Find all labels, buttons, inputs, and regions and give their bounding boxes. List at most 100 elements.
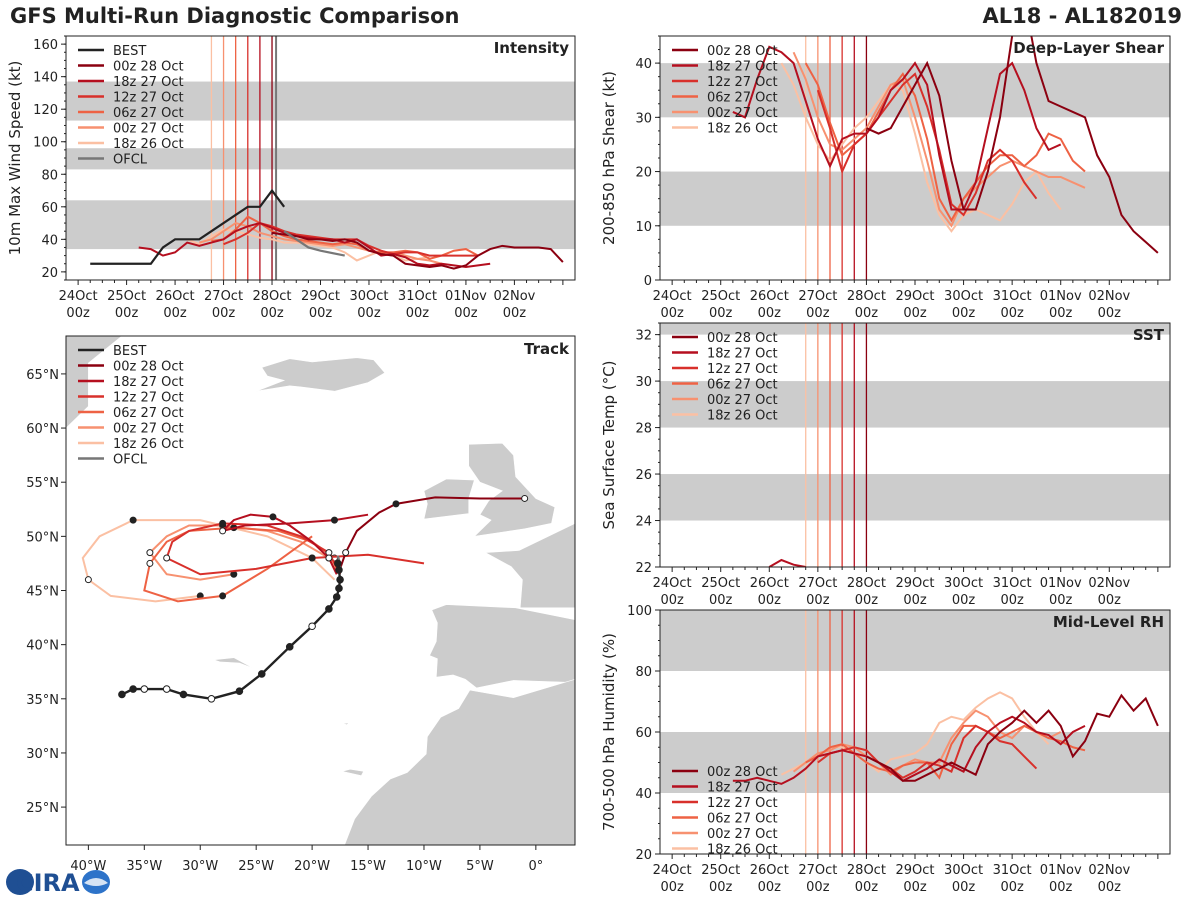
intensity-legend-label: 06z 27 Oct bbox=[113, 106, 184, 121]
intensity-band bbox=[66, 148, 575, 170]
shear-series-group bbox=[732, 36, 1159, 254]
track-model-point bbox=[219, 519, 227, 527]
shear-xtick-label: 31Oct bbox=[993, 289, 1032, 304]
shear-xtick-sublabel: 00z bbox=[806, 306, 830, 321]
rh-xtick-label: 01Nov bbox=[1040, 863, 1082, 878]
rh-xtick-sublabel: 00z bbox=[758, 880, 782, 895]
rh-legend-label: 06z 27 Oct bbox=[707, 812, 778, 827]
intensity-xtick-label: 30Oct bbox=[349, 289, 388, 304]
shear-xtick-label: 27Oct bbox=[798, 289, 837, 304]
rh-ytick-label: 60 bbox=[635, 726, 652, 741]
sst-xtick-sublabel: 00z bbox=[660, 593, 684, 608]
shear-xtick-sublabel: 00z bbox=[758, 306, 782, 321]
track-model-point bbox=[269, 513, 277, 521]
track-model-point bbox=[84, 576, 92, 584]
rh-xtick-sublabel: 00z bbox=[1049, 880, 1073, 895]
rh-xtick-sublabel: 00z bbox=[903, 880, 927, 895]
shear-series-line bbox=[732, 45, 1062, 211]
track-best-point bbox=[162, 685, 171, 693]
track-legend-label: 12z 27 Oct bbox=[113, 391, 184, 406]
intensity-best-line bbox=[90, 188, 286, 265]
shear-ytick-label: 30 bbox=[635, 111, 652, 126]
intensity-xtick-sublabel: 00z bbox=[115, 306, 139, 321]
rh-title: Mid-Level RH bbox=[1053, 613, 1164, 631]
rh-xtick-sublabel: 00z bbox=[1000, 880, 1024, 895]
track-model-line bbox=[339, 496, 525, 570]
intensity-xtick-sublabel: 00z bbox=[357, 306, 381, 321]
sst-xtick-sublabel: 00z bbox=[1049, 593, 1073, 608]
shear-xtick-label: 25Oct bbox=[701, 289, 740, 304]
track-model-line bbox=[81, 519, 336, 603]
intensity-xtick-label: 02Nov bbox=[493, 289, 535, 304]
rh-xtick-label: 29Oct bbox=[895, 863, 934, 878]
sst-legend-label: 12z 27 Oct bbox=[707, 362, 778, 377]
sst-xtick-sublabel: 00z bbox=[952, 593, 976, 608]
track-xtick-label: 15°W bbox=[350, 859, 386, 874]
rh-xtick-sublabel: 00z bbox=[952, 880, 976, 895]
azores-landmass bbox=[213, 657, 255, 669]
sst-ytick-label: 30 bbox=[635, 375, 652, 390]
shear-xtick-sublabel: 00z bbox=[709, 306, 733, 321]
track-best-point bbox=[334, 559, 342, 568]
track-xtick-label: 5°W bbox=[466, 859, 494, 874]
rh-xtick-sublabel: 00z bbox=[855, 880, 879, 895]
sst-legend-label: 06z 27 Oct bbox=[707, 378, 778, 393]
intensity-legend-label: OFCL bbox=[113, 153, 148, 168]
rh-legend-label: 18z 26 Oct bbox=[707, 843, 778, 858]
shear-legend-label: 00z 27 Oct bbox=[707, 106, 778, 121]
rh-series-line bbox=[865, 693, 1159, 782]
intensity-band bbox=[66, 200, 575, 250]
shear-ytick-label: 20 bbox=[635, 166, 652, 181]
track-best-point bbox=[235, 687, 244, 696]
intensity-series-line bbox=[271, 231, 564, 270]
track-model-point bbox=[342, 549, 350, 557]
intensity-ytick-label: 100 bbox=[33, 136, 58, 151]
track-ytick-label: 60°N bbox=[26, 422, 59, 437]
rh-ytick-label: 80 bbox=[635, 665, 652, 680]
track-model-point bbox=[325, 554, 333, 562]
track-best-point bbox=[179, 690, 188, 699]
track-model-point bbox=[392, 500, 400, 508]
track-ytick-label: 25°N bbox=[26, 801, 59, 816]
track-best-point bbox=[332, 593, 341, 601]
sst-legend-label: 18z 27 Oct bbox=[707, 347, 778, 362]
shear-series-line bbox=[792, 51, 1086, 228]
track-ytick-label: 65°N bbox=[26, 368, 59, 383]
rh-series-group bbox=[732, 691, 1159, 785]
sst-xtick-sublabel: 00z bbox=[758, 593, 782, 608]
track-ytick-label: 35°N bbox=[26, 693, 59, 708]
track-ytick-label: 55°N bbox=[26, 476, 59, 491]
shear-series-line bbox=[804, 62, 1086, 223]
greenland-landmass bbox=[66, 336, 123, 429]
track-xtick-label: 25°W bbox=[238, 859, 274, 874]
track-best-point bbox=[118, 690, 126, 699]
shear-xtick-label: 26Oct bbox=[750, 289, 789, 304]
track-best-point bbox=[308, 622, 316, 631]
rh-xtick-sublabel: 00z bbox=[660, 880, 684, 895]
track-legend-label: 18z 26 Oct bbox=[113, 437, 184, 452]
sst-xtick-label: 25Oct bbox=[701, 576, 740, 591]
rh-panel: 20 40 60 80 100 24Oct 00z 25Oct 00z 26Oct 00z 27Oct… bbox=[600, 604, 1171, 895]
intensity-xtick-label: 27Oct bbox=[204, 289, 243, 304]
intensity-legend-label: 18z 27 Oct bbox=[113, 75, 184, 90]
shear-panel: 0 10 20 30 40 24Oct 00z 25Oct 00z 26Oct 00z 27Oct 00… bbox=[600, 35, 1171, 321]
rh-legend-label: 00z 28 Oct bbox=[707, 765, 778, 780]
rh-xtick-label: 24Oct bbox=[653, 863, 692, 878]
sst-band bbox=[660, 474, 1170, 521]
rh-ytick-label: 40 bbox=[635, 787, 652, 802]
intensity-legend-label: BEST bbox=[113, 44, 146, 59]
sst-band bbox=[660, 381, 1170, 428]
rh-xtick-label: 28Oct bbox=[847, 863, 886, 878]
intensity-legend-label: 18z 26 Oct bbox=[113, 137, 184, 152]
sst-ylabel: Sea Surface Temp (°C) bbox=[600, 360, 618, 529]
track-legend-label: 06z 27 Oct bbox=[113, 406, 184, 421]
track-legend-label: 00z 27 Oct bbox=[113, 422, 184, 437]
intensity-ytick-label: 160 bbox=[33, 38, 58, 53]
sst-xtick-label: 01Nov bbox=[1040, 576, 1082, 591]
intensity-xtick-sublabel: 00z bbox=[454, 306, 478, 321]
sst-ytick-label: 26 bbox=[635, 468, 652, 483]
shear-title: Deep-Layer Shear bbox=[1013, 39, 1164, 57]
track-model-line bbox=[148, 524, 341, 581]
intensity-ytick-label: 80 bbox=[41, 168, 58, 183]
